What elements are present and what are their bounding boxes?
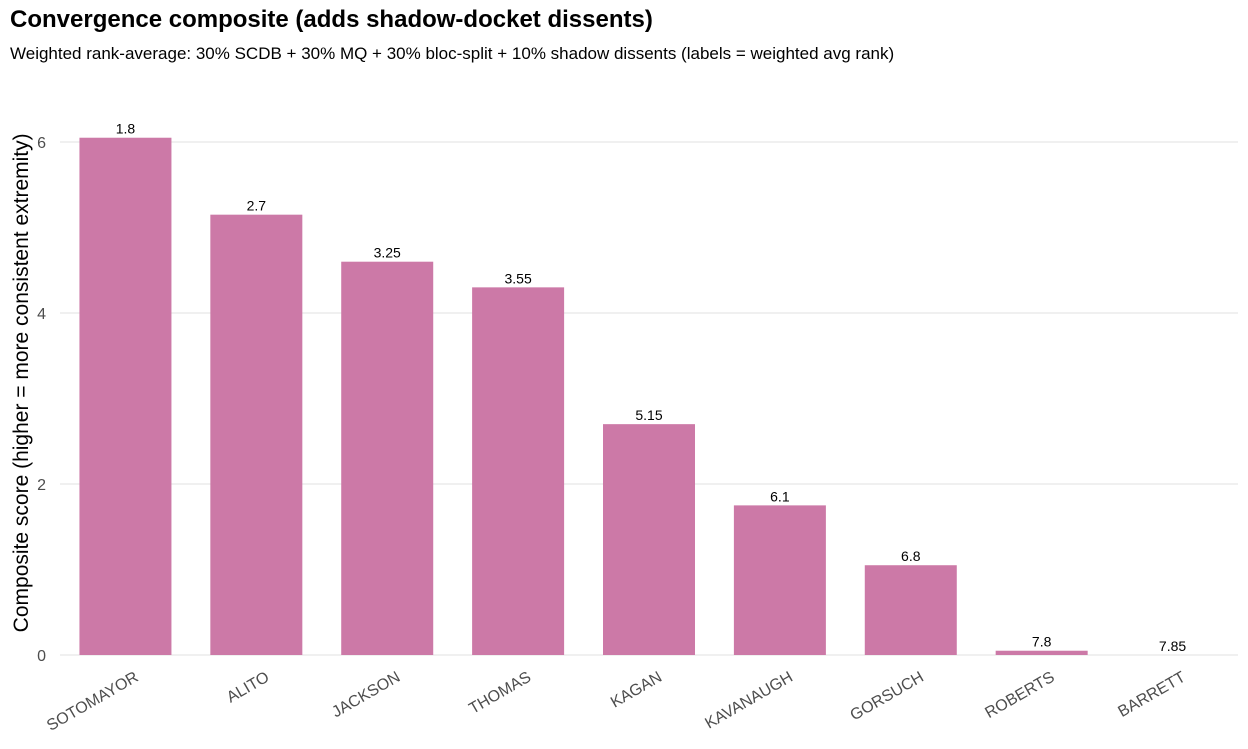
data-label: 3.55 (504, 270, 531, 286)
x-tick-label: BARRETT (1115, 669, 1188, 721)
bar-thomas (472, 287, 565, 655)
x-tick-label: KAVANAUGH (702, 669, 795, 733)
bar-sotomayor (79, 137, 172, 656)
x-tick-label: KAGAN (608, 669, 665, 712)
bar-gorsuch (864, 565, 957, 655)
bar-alito (210, 214, 303, 656)
bar-kavanaugh (733, 505, 826, 655)
bar-roberts (995, 650, 1088, 655)
data-label: 7.85 (1159, 638, 1186, 654)
bar-jackson (341, 261, 434, 655)
bar-kagan (603, 424, 695, 655)
x-tick-label: ALITO (224, 669, 272, 707)
x-tick-label: ROBERTS (982, 669, 1057, 722)
chart-title: Convergence composite (adds shadow-docke… (10, 6, 653, 33)
y-axis-ticks: 0 2 4 6 (37, 135, 46, 665)
x-axis-ticks: SOTOMAYOR ALITO JACKSON THOMAS KAGAN KAVANAUG… (44, 669, 1189, 735)
y-tick-label: 0 (37, 648, 46, 665)
x-tick-label: GORSUCH (847, 669, 926, 725)
data-label: 3.25 (374, 245, 401, 261)
data-label: 5.15 (635, 407, 662, 423)
x-tick-label: SOTOMAYOR (44, 669, 141, 735)
data-label: 7.8 (1032, 634, 1052, 650)
chart-subtitle: Weighted rank-average: 30% SCDB + 30% MQ… (10, 44, 895, 63)
y-tick-label: 2 (37, 477, 46, 494)
y-tick-label: 4 (37, 306, 46, 323)
data-label: 6.1 (770, 488, 790, 504)
data-label: 6.8 (901, 548, 921, 564)
data-label: 2.7 (247, 198, 267, 214)
data-label: 1.8 (116, 121, 136, 137)
bars (79, 137, 1088, 656)
y-axis-title: Composite score (higher = more consisten… (10, 133, 33, 632)
y-tick-label: 6 (37, 135, 46, 152)
x-tick-label: JACKSON (329, 669, 403, 722)
x-tick-label: THOMAS (466, 669, 534, 718)
data-labels: 1.8 2.7 3.25 3.55 5.15 6.1 6.8 7.8 7.85 (116, 121, 1187, 654)
